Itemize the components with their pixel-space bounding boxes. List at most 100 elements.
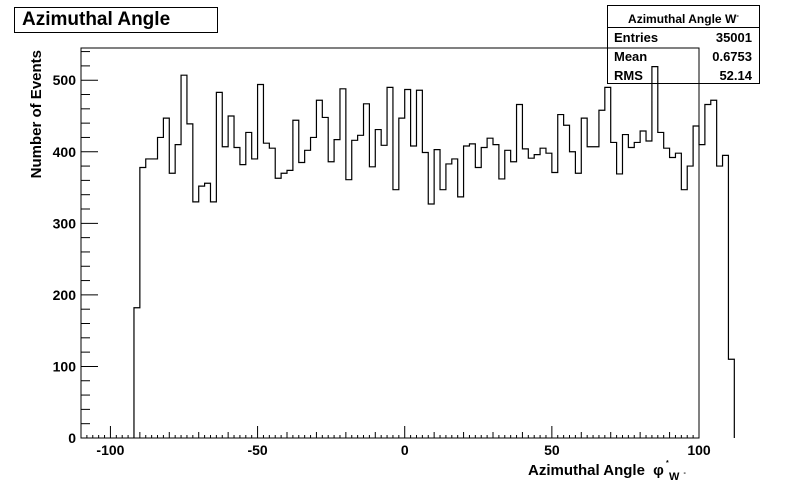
histogram-bin — [140, 168, 146, 438]
histogram-bin — [493, 145, 499, 438]
stats-label: Mean — [614, 49, 648, 64]
histogram-bin — [452, 159, 458, 438]
y-tick-label: 200 — [53, 287, 77, 303]
y-tick-label: 400 — [53, 144, 77, 160]
histogram-bin — [358, 135, 364, 438]
histogram-bin — [558, 115, 564, 438]
histogram-bin — [664, 148, 670, 438]
x-axis-label-text: Azimuthal Angle — [528, 462, 645, 479]
histogram-bin — [210, 202, 216, 438]
x-tick-label: -50 — [247, 442, 267, 458]
histogram-bin — [587, 147, 593, 438]
y-tick-label: 100 — [53, 358, 77, 374]
stats-header-text: Azimuthal Angle W — [628, 12, 737, 26]
stats-value: 52.14 — [719, 68, 752, 83]
histogram-bin — [228, 116, 234, 438]
histogram-bin — [552, 173, 558, 438]
histogram-bin — [263, 143, 269, 438]
histogram-bin — [181, 75, 187, 438]
histogram-bin — [464, 146, 470, 438]
histogram-bin — [475, 168, 481, 438]
plot-frame — [80, 47, 700, 439]
histogram-bin — [316, 100, 322, 438]
histogram-bin — [269, 148, 275, 438]
histogram-bin — [634, 142, 640, 438]
histogram-bin — [134, 308, 140, 438]
histogram-bin — [575, 173, 581, 438]
histogram-bin — [322, 117, 328, 438]
x-tick-label: 50 — [544, 442, 560, 458]
histogram-bin — [158, 137, 164, 438]
chart-title: Azimuthal Angle — [14, 7, 218, 33]
histogram-bin — [687, 166, 693, 438]
histogram-bin — [705, 105, 711, 438]
histogram-bin — [440, 190, 446, 438]
histogram-bin — [499, 179, 505, 438]
histogram-bin — [640, 131, 646, 438]
stats-header: Azimuthal Angle W- — [608, 6, 759, 28]
histogram-bin — [169, 173, 175, 438]
histogram-bin — [175, 145, 181, 438]
histogram-bin — [693, 126, 699, 438]
histogram-bin — [216, 92, 222, 438]
histogram-bin — [381, 145, 387, 438]
histogram-bin — [605, 87, 611, 438]
histogram-bin — [311, 137, 317, 438]
histogram-bin — [258, 84, 264, 438]
histogram-bin — [422, 152, 428, 438]
histogram-bin — [505, 150, 511, 438]
histogram-bin — [334, 140, 340, 438]
histogram-bin — [522, 149, 528, 438]
histogram-bin — [275, 178, 281, 438]
stats-row-entries: Entries 35001 — [608, 28, 759, 47]
histogram-bin — [711, 100, 717, 438]
stats-value: 35001 — [715, 30, 752, 45]
stats-label: Entries — [614, 30, 659, 45]
histogram-bin — [658, 132, 664, 438]
x-tick-label: 0 — [401, 442, 409, 458]
histogram-outline — [133, 66, 735, 438]
histogram-bin — [611, 142, 617, 438]
histogram-bin — [234, 147, 240, 438]
histogram-bin — [240, 165, 246, 438]
histogram-bin — [723, 155, 729, 438]
histogram-bin — [546, 153, 552, 438]
histogram-bin — [528, 158, 534, 438]
y-tick-label: 0 — [68, 430, 76, 446]
histogram-bin — [352, 140, 358, 438]
histogram-bin — [646, 141, 652, 438]
histogram-bin — [328, 162, 334, 438]
histogram-bin — [593, 147, 599, 438]
histogram-bin — [287, 170, 293, 438]
histogram-bin — [511, 162, 517, 438]
histogram-bin — [375, 130, 381, 438]
x-axis-label: Azimuthal Angle φ * W - — [528, 452, 687, 484]
histogram-bin — [387, 87, 393, 438]
histogram-bin — [193, 202, 199, 438]
histogram-bin — [281, 173, 287, 438]
histogram-bin — [411, 146, 417, 438]
stats-value: 0.6753 — [712, 49, 752, 64]
stats-box: Azimuthal Angle W- Entries 35001 Mean 0.… — [607, 5, 760, 84]
x-axis-label-sup: * — [666, 460, 669, 467]
histogram-bin — [728, 359, 734, 438]
histogram-bin — [146, 159, 152, 438]
histogram-bin — [540, 148, 546, 438]
histogram-bin — [534, 155, 540, 438]
histogram-bin — [246, 132, 252, 438]
histogram-bin — [364, 104, 370, 438]
histogram-bin — [670, 157, 676, 438]
histogram-bin — [717, 166, 723, 438]
stats-row-mean: Mean 0.6753 — [608, 47, 759, 66]
histogram-bin — [340, 89, 346, 438]
y-tick-label: 300 — [53, 215, 77, 231]
histogram-bin — [405, 90, 411, 438]
histogram-bin — [487, 138, 493, 438]
histogram-bin — [399, 118, 405, 438]
histogram-bin — [152, 159, 158, 438]
histogram-bin — [416, 90, 422, 438]
histogram-bin — [458, 197, 464, 438]
histogram-bin — [564, 125, 570, 438]
histogram-bin — [446, 164, 452, 438]
stats-label: RMS — [614, 68, 643, 83]
